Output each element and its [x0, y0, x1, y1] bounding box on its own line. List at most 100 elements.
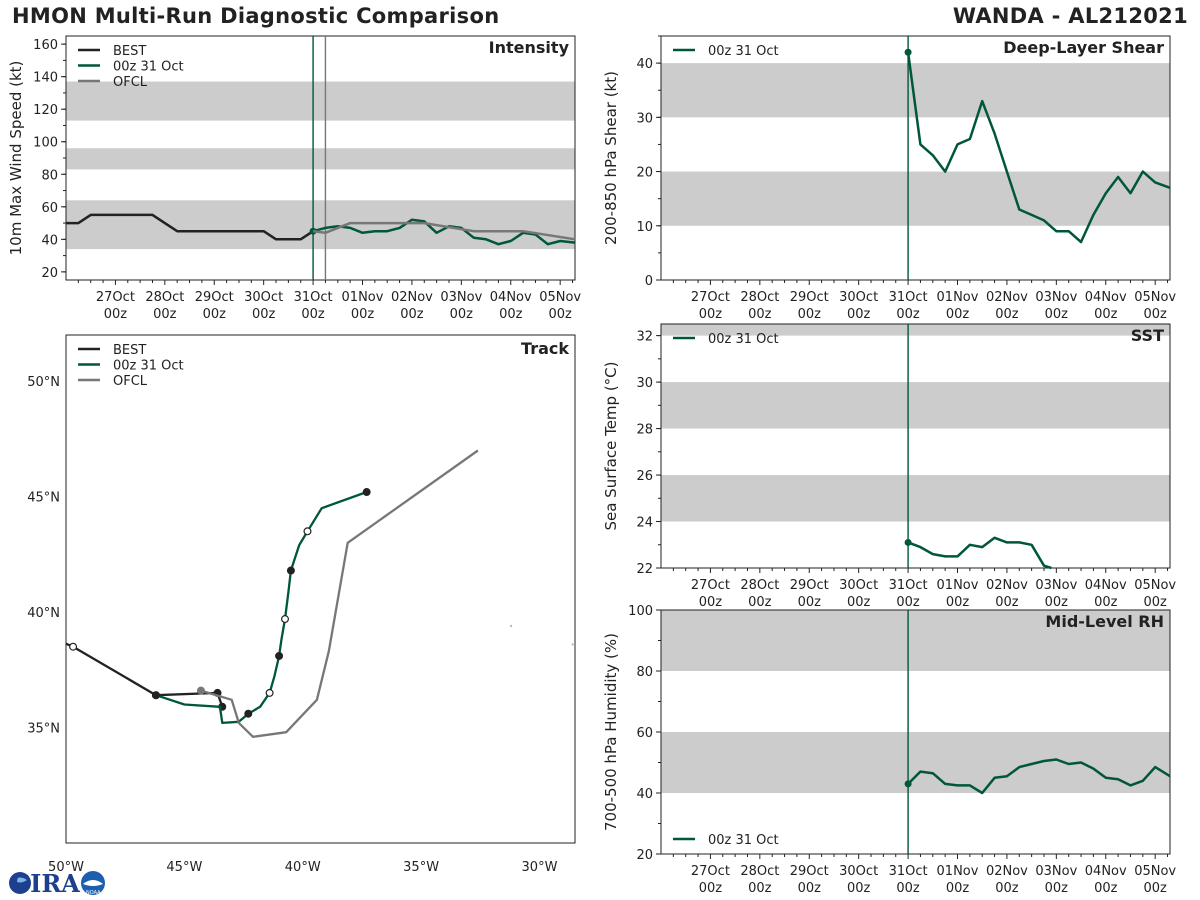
noaa-bird-icon [83, 880, 103, 886]
x-tick-label-date: 02Nov [986, 864, 1028, 879]
panel-title: Intensity [489, 38, 570, 57]
track-line-ofcl [200, 449, 479, 738]
logo-text: CIRA [11, 869, 80, 898]
panel-shear: 0 10 20 30 40 27Oct 00z 28Oct 00z 29Oct 00z 30Oct 00… [602, 35, 1176, 322]
y-tick-label: 30 [636, 376, 653, 391]
x-tick-label-date: 27Oct [96, 290, 135, 305]
legend-label: 00z 31 Oct [113, 359, 184, 374]
x-tick-label-date: 30Oct [244, 290, 283, 305]
x-tick-label-hour: 00z [748, 307, 772, 322]
lat-tick-label: 40°N [27, 606, 60, 621]
x-tick-label-date: 04Nov [1085, 578, 1127, 593]
panel-sst: 22 24 26 28 30 32 27Oct 00z 28Oct 00z 29Oct 00z 30Oc… [602, 323, 1176, 610]
x-tick-label-date: 28Oct [145, 290, 184, 305]
x-tick-label-date: 28Oct [740, 290, 779, 305]
y-tick-label: 20 [636, 848, 653, 863]
x-tick-label-hour: 00z [995, 881, 1019, 896]
shaded-band [661, 475, 1170, 522]
y-tick-label: 80 [636, 665, 653, 680]
x-tick-label-date: 02Nov [986, 578, 1028, 593]
x-tick-label-hour: 00z [798, 881, 822, 896]
x-tick-label-hour: 00z [995, 307, 1019, 322]
x-tick-label-date: 01Nov [342, 290, 384, 305]
x-tick-label-hour: 00z [400, 307, 424, 322]
x-tick-label-hour: 00z [946, 881, 970, 896]
track-marker [286, 566, 295, 575]
shaded-band [66, 200, 575, 250]
x-tick-label-hour: 00z [548, 307, 572, 322]
x-tick-label-hour: 00z [104, 307, 128, 322]
y-tick-label: 0 [645, 274, 653, 289]
x-tick-label-date: 05Nov [1134, 290, 1176, 305]
globe-icon [9, 872, 31, 894]
shaded-band [66, 148, 575, 170]
x-tick-label-date: 30Oct [839, 290, 878, 305]
globe-land-icon [13, 877, 27, 883]
x-tick-label-date: 31Oct [889, 290, 928, 305]
track-line-00z-31-oct [155, 490, 368, 725]
lat-tick-label: 35°N [27, 722, 60, 737]
y-axis-label: 700-500 hPa Humidity (%) [602, 633, 620, 831]
x-tick-label-hour: 00z [896, 307, 920, 322]
x-tick-label-hour: 00z [748, 881, 772, 896]
track-marker [275, 651, 284, 660]
x-tick-label-hour: 00z [847, 595, 871, 610]
x-tick-label-date: 02Nov [391, 290, 433, 305]
panel-track: 50°W 45°W 40°W 35°W 30°W 35°N 40°N 45°N 50°N Trac… [27, 334, 576, 875]
x-tick-label-date: 01Nov [937, 578, 979, 593]
track-lines [66, 449, 479, 738]
x-tick-label-hour: 00z [946, 307, 970, 322]
y-tick-label: 26 [636, 469, 653, 484]
y-tick-label: 30 [636, 111, 653, 126]
panel-intensity: 20 40 60 80 100 120 140 160 27Oct 00z 28Oct 00z 29Oc… [7, 35, 581, 322]
lon-tick-label: 50°W [48, 860, 84, 875]
shaded-band [661, 382, 1170, 429]
x-tick-label-hour: 00z [252, 307, 276, 322]
init-point [904, 780, 912, 788]
x-tick-label-date: 03Nov [1035, 578, 1077, 593]
track-marker [303, 527, 312, 536]
x-tick-label-hour: 00z [896, 881, 920, 896]
legend-label: 00z 31 Oct [708, 44, 779, 59]
lat-tick-label: 45°N [27, 491, 60, 506]
x-tick-label-date: 31Oct [889, 578, 928, 593]
legend-label: BEST [113, 44, 146, 59]
y-tick-label: 60 [636, 726, 653, 741]
y-tick-label: 160 [33, 38, 58, 53]
init-point [904, 48, 912, 56]
x-tick-label-hour: 00z [351, 307, 375, 322]
y-tick-label: 80 [41, 168, 58, 183]
track-marker [244, 709, 253, 718]
track-line-best [66, 642, 224, 708]
init-point [309, 227, 317, 235]
x-tick-label-date: 27Oct [691, 864, 730, 879]
x-tick-label-date: 05Nov [539, 290, 581, 305]
y-tick-label: 20 [41, 266, 58, 281]
x-tick-label-date: 31Oct [889, 864, 928, 879]
x-tick-label-date: 04Nov [1085, 864, 1127, 879]
shaded-band [66, 81, 575, 121]
x-tick-label-hour: 00z [499, 307, 523, 322]
legend-label: 00z 31 Oct [708, 332, 779, 347]
x-tick-label-hour: 00z [798, 307, 822, 322]
x-tick-label-hour: 00z [1143, 595, 1167, 610]
y-tick-label: 60 [41, 201, 58, 216]
y-axis-label: 200-850 hPa Shear (kt) [602, 71, 620, 245]
plot-frame [660, 35, 1171, 281]
panel-title: Mid-Level RH [1045, 612, 1164, 631]
legend-label: OFCL [113, 374, 148, 389]
legend-label: BEST [113, 343, 146, 358]
series-line-00z-31-oct [907, 536, 1052, 570]
x-tick-label-hour: 00z [847, 881, 871, 896]
x-tick-label-hour: 00z [1143, 307, 1167, 322]
x-tick-label-date: 03Nov [1035, 290, 1077, 305]
x-tick-label-date: 30Oct [839, 864, 878, 879]
series-line-ofcl [312, 221, 576, 241]
x-tick-label-hour: 00z [995, 595, 1019, 610]
y-tick-label: 32 [636, 330, 653, 345]
shaded-band [661, 324, 1170, 336]
plot-frame [65, 334, 576, 844]
x-tick-label-hour: 00z [1045, 881, 1069, 896]
series-line-00z-31-oct [312, 218, 576, 246]
